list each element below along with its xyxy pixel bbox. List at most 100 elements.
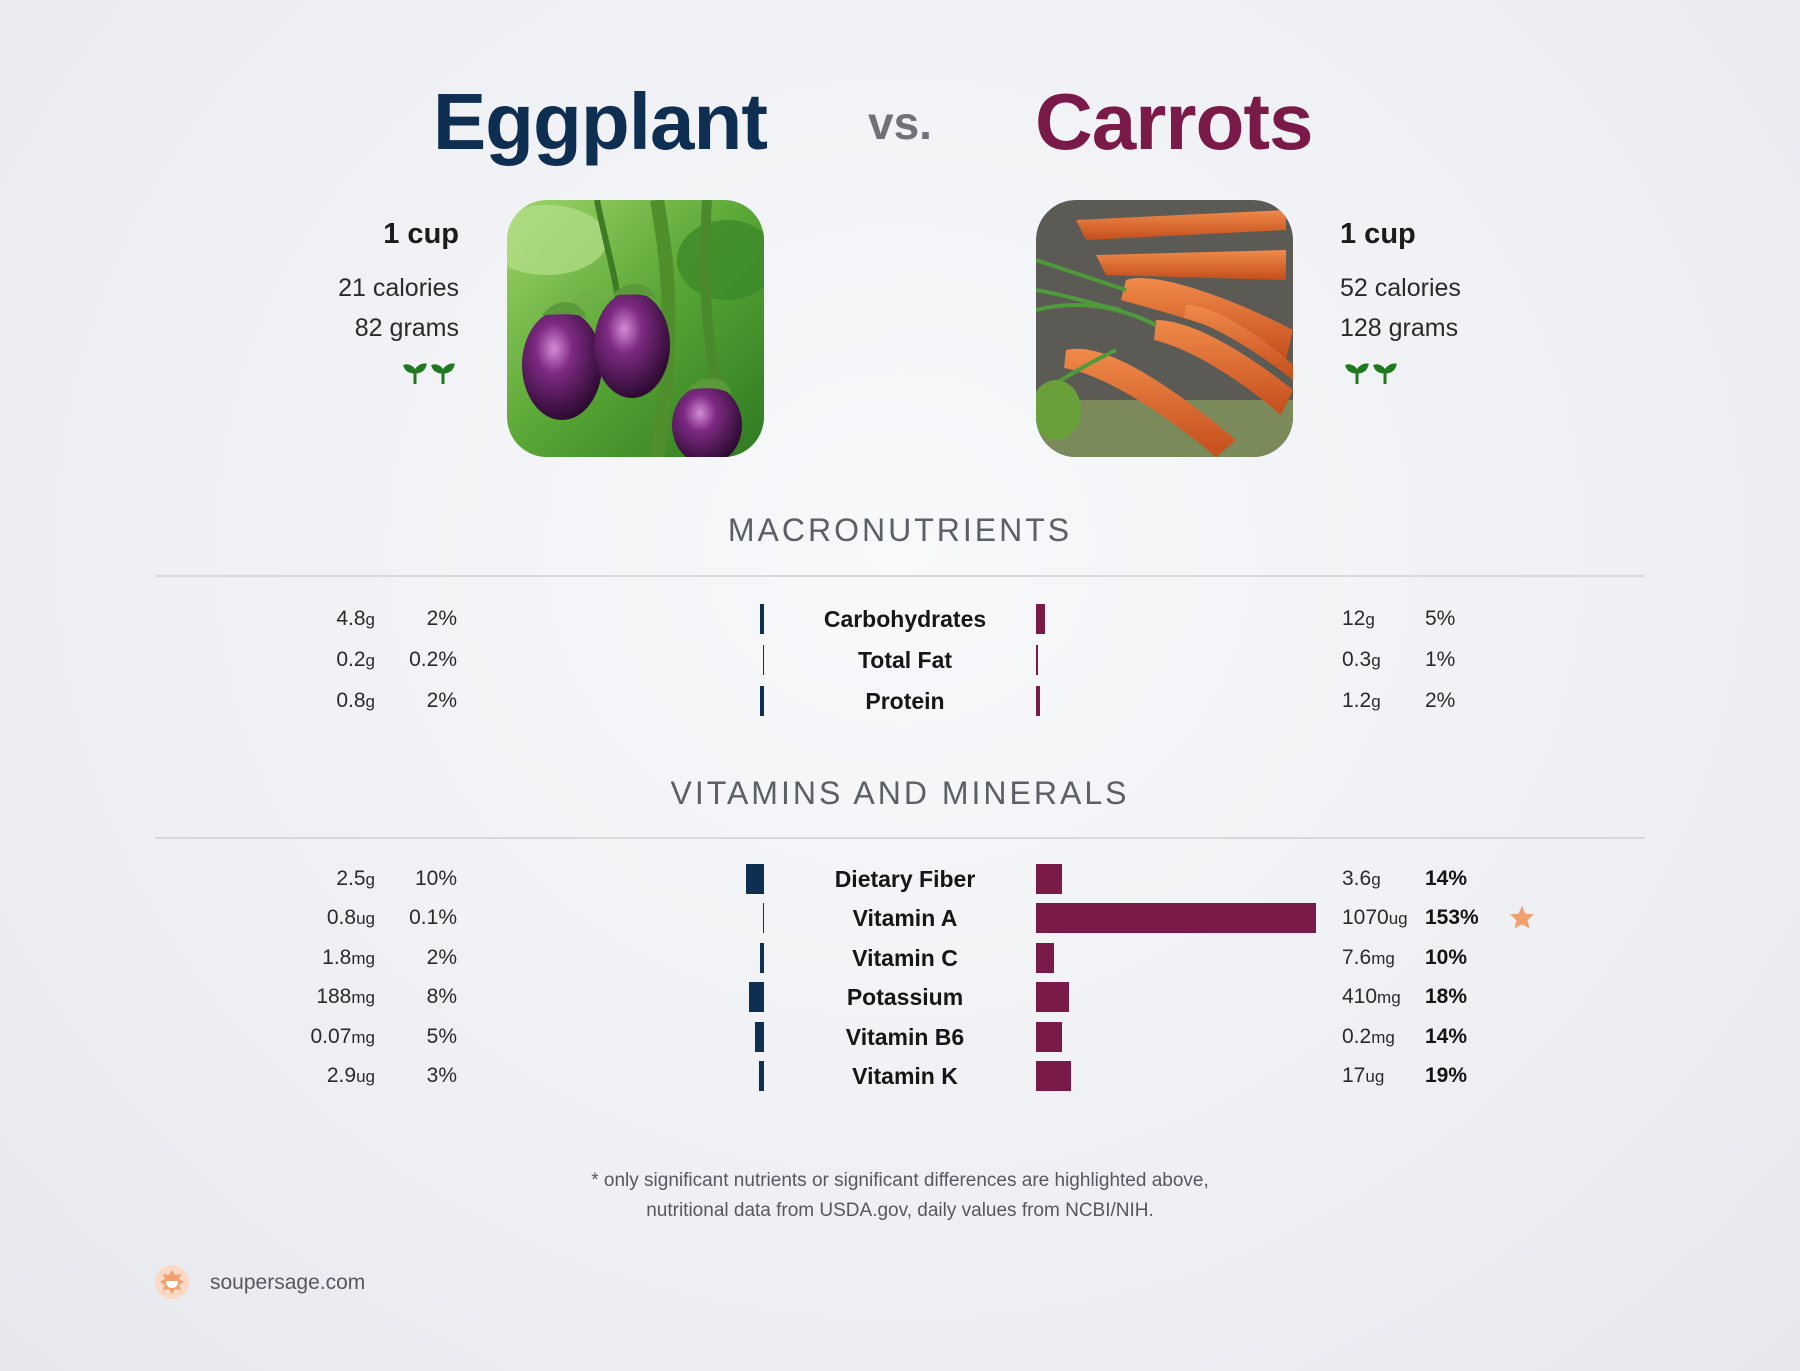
carrots-total-fat-bar — [1036, 645, 1038, 675]
eggplant-carbohydrates-bar — [760, 604, 764, 634]
vitamins-divider — [155, 837, 1645, 839]
carrots-photo — [1036, 200, 1293, 457]
eggplant-vitamin-a-amount: 0.8ug — [327, 903, 375, 933]
eggplant-total-fat-amount-value: 0.2 — [336, 648, 366, 671]
carrots-protein-amount-value: 1.2 — [1342, 689, 1372, 712]
vitamin-b6-label: Vitamin B6 — [845, 1024, 965, 1050]
carrots-vitamin-k-bar — [1036, 1061, 1071, 1091]
eggplant-carbohydrates-amount-unit: g — [365, 610, 375, 629]
eggplant-vitamin-c-amount-value: 1.8 — [322, 946, 352, 969]
vitamin-k-label: Vitamin K — [852, 1063, 958, 1089]
carrots-carbohydrates-amount: 12g — [1342, 604, 1375, 634]
eggplant-total-fat-bar — [763, 645, 764, 675]
carrots-potassium-amount: 410mg — [1342, 982, 1401, 1012]
left-food-title: Eggplant — [432, 77, 768, 166]
eggplant-vitamin-a-bar — [763, 903, 764, 933]
eggplant-vitamin-k-percent: 3% — [426, 1064, 457, 1087]
carrots-carbohydrates-percent: 5% — [1425, 607, 1456, 630]
carrots-vitamin-a-percent: 153% — [1425, 906, 1479, 929]
eggplant-vitamin-k-amount-unit: ug — [356, 1067, 375, 1086]
eggplant-vitamin-c-percent: 2% — [426, 946, 457, 969]
carrots-total-fat-amount: 0.3g — [1342, 645, 1381, 675]
sprouts-icon — [1345, 363, 1397, 384]
right-calories: 52 calories — [1340, 274, 1461, 302]
eggplant-vitamin-b6-percent: 5% — [426, 1025, 457, 1048]
vitamin-c-label: Vitamin C — [852, 945, 958, 971]
eggplant-vitamin-k-amount: 2.9ug — [327, 1061, 375, 1091]
carrots-vitamin-a-amount-value: 1070 — [1342, 906, 1389, 929]
eggplant-protein-bar — [760, 686, 764, 716]
left-grams: 82 grams — [354, 314, 459, 342]
eggplant-vitamin-c-amount: 1.8mg — [322, 943, 375, 973]
eggplant-vitamin-b6-amount: 0.07mg — [311, 1022, 376, 1052]
vs-label: vs. — [868, 97, 932, 149]
eggplant-protein-percent: 2% — [426, 689, 457, 712]
dietary-fiber-label: Dietary Fiber — [834, 866, 976, 892]
carrots-vitamin-b6-bar — [1036, 1022, 1062, 1052]
eggplant-carbohydrates-percent: 2% — [426, 607, 457, 630]
carrots-vitamin-k-percent: 19% — [1425, 1064, 1468, 1087]
eggplant-dietary-fiber-percent: 10% — [414, 867, 457, 890]
carrots-protein-bar — [1036, 686, 1040, 716]
eggplant-vitamin-a-amount-unit: ug — [356, 909, 375, 928]
carrots-dietary-fiber-amount-value: 3.6 — [1342, 867, 1372, 890]
eggplant-vitamin-a-percent: 0.1% — [409, 906, 457, 929]
eggplant-potassium-amount-value: 188 — [316, 985, 352, 1008]
sprouts-icon — [403, 363, 455, 384]
eggplant-protein-amount-unit: g — [365, 692, 375, 711]
eggplant-dietary-fiber-amount-value: 2.5 — [336, 867, 366, 890]
carrots-potassium-bar — [1036, 982, 1069, 1012]
eggplant-vitamin-a-amount-value: 0.8 — [326, 906, 357, 929]
eggplant-carbohydrates-amount: 4.8g — [336, 604, 375, 634]
eggplant-total-fat-percent: 0.2% — [409, 648, 457, 671]
eggplant-potassium-amount-unit: mg — [351, 988, 375, 1007]
eggplant-vitamin-k-bar — [758, 1061, 764, 1091]
eggplant-vitamin-k-amount-value: 2.9 — [326, 1064, 357, 1087]
carrots-vitamin-k-amount-unit: ug — [1365, 1067, 1385, 1086]
carrots-dietary-fiber-amount: 3.6g — [1342, 864, 1381, 894]
brand-link[interactable]: soupersage.com — [210, 1271, 366, 1294]
eggplant-vitamin-c-amount-unit: mg — [351, 949, 375, 968]
carrots-vitamin-a-amount: 1070ug — [1342, 903, 1408, 933]
carrots-dietary-fiber-percent: 14% — [1425, 867, 1468, 890]
carrots-vitamin-a-bar — [1036, 903, 1316, 933]
carrots-vitamin-c-amount: 7.6mg — [1342, 943, 1395, 973]
right-food-title: Carrots — [1035, 77, 1314, 166]
carrots-vitamin-c-amount-unit: mg — [1371, 949, 1395, 968]
potassium-label: Potassium — [846, 984, 964, 1010]
footnote-line-1: * only significant nutrients or signific… — [591, 1170, 1209, 1191]
carrots-vitamin-k-amount: 17ug — [1342, 1061, 1384, 1091]
left-calories: 21 calories — [338, 274, 459, 302]
carrots-protein-amount-unit: g — [1371, 692, 1381, 711]
eggplant-vitamin-b6-amount-unit: mg — [351, 1028, 375, 1047]
carrots-carbohydrates-amount-value: 12 — [1342, 607, 1366, 630]
eggplant-vitamin-c-bar — [760, 943, 764, 973]
carrots-carbohydrates-amount-unit: g — [1365, 610, 1375, 629]
carrots-total-fat-amount-unit: g — [1371, 651, 1381, 670]
carrots-vitamin-k-amount-value: 17 — [1342, 1064, 1366, 1087]
carrots-potassium-percent: 18% — [1425, 985, 1468, 1008]
carrots-total-fat-amount-value: 0.3 — [1342, 648, 1372, 671]
soupersage-logo-icon — [155, 1265, 189, 1299]
carrots-vitamin-b6-amount-unit: mg — [1371, 1028, 1395, 1047]
carrots-vitamin-b6-amount: 0.2mg — [1342, 1022, 1395, 1052]
eggplant-dietary-fiber-bar — [745, 864, 764, 894]
eggplant-total-fat-amount-unit: g — [365, 651, 375, 670]
carrots-vitamin-b6-amount-value: 0.2 — [1342, 1025, 1372, 1048]
carrots-carbohydrates-bar — [1036, 604, 1046, 634]
eggplant-protein-amount-value: 0.8 — [336, 689, 366, 712]
carrots-potassium-amount-unit: mg — [1377, 988, 1401, 1007]
eggplant-protein-amount: 0.8g — [336, 686, 375, 716]
footnote-line-2: nutritional data from USDA.gov, daily va… — [646, 1200, 1154, 1221]
macronutrients-divider — [155, 575, 1645, 577]
carrots-potassium-amount-value: 410 — [1342, 985, 1378, 1008]
vitamins-title: VITAMINS AND MINERALS — [670, 775, 1130, 811]
eggplant-carbohydrates-amount-value: 4.8 — [336, 607, 366, 630]
eggplant-vitamin-b6-bar — [754, 1022, 764, 1052]
left-serving: 1 cup — [383, 218, 459, 250]
carbohydrates-label: Carbohydrates — [823, 606, 987, 632]
macronutrients-title: MACRONUTRIENTS — [727, 512, 1073, 548]
protein-label: Protein — [865, 688, 945, 714]
right-grams: 128 grams — [1340, 314, 1459, 342]
eggplant-dietary-fiber-amount: 2.5g — [336, 864, 375, 894]
